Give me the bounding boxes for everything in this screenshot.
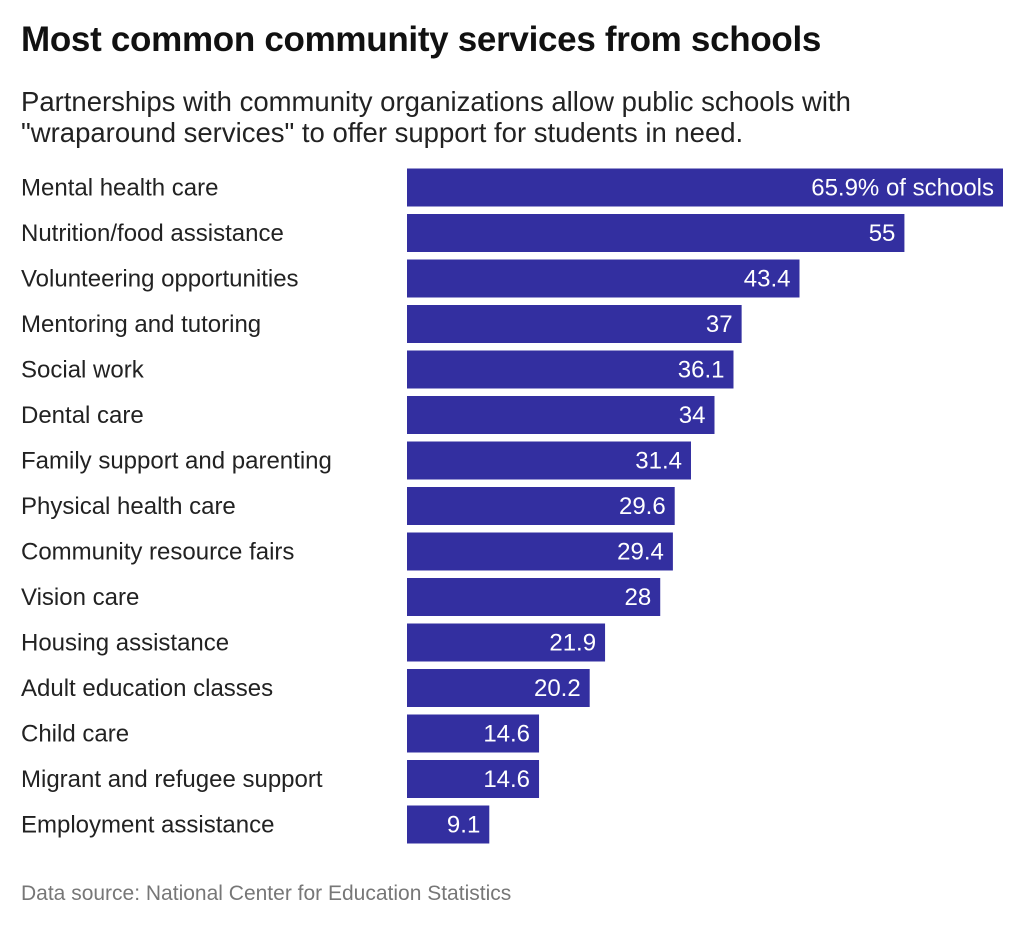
bar — [407, 669, 590, 707]
data-label: 37 — [706, 311, 733, 338]
data-label: 21.9 — [549, 630, 596, 657]
category-label: Physical health care — [21, 493, 236, 520]
data-label: 31.4 — [635, 448, 682, 475]
bar — [407, 396, 715, 434]
bar — [407, 214, 905, 252]
data-label: 9.1 — [447, 812, 480, 839]
data-label: 14.6 — [483, 766, 530, 793]
category-label: Child care — [21, 721, 129, 748]
category-label: Adult education classes — [21, 675, 273, 702]
bar — [407, 259, 800, 298]
data-label: 65.9% of schools — [811, 175, 994, 202]
category-label: Mental health care — [21, 175, 218, 202]
data-label: 28 — [625, 584, 652, 611]
chart-subtitle: Partnerships with community organization… — [21, 86, 851, 148]
bar — [407, 805, 490, 844]
category-label: Housing assistance — [21, 630, 229, 657]
bar — [407, 441, 691, 480]
data-label: 29.4 — [617, 539, 664, 566]
category-label: Volunteering opportunities — [21, 266, 299, 293]
data-label: 36.1 — [678, 357, 725, 384]
chart-title: Most common community services from scho… — [21, 20, 822, 59]
category-label: Nutrition/food assistance — [21, 220, 284, 247]
bar — [407, 623, 606, 662]
data-source: Data source: National Center for Educati… — [21, 882, 512, 905]
bar — [407, 578, 661, 616]
data-label: 29.6 — [619, 493, 666, 520]
data-label: 14.6 — [483, 721, 530, 748]
data-label: 34 — [679, 402, 706, 429]
bar — [407, 714, 540, 753]
data-label: 43.4 — [744, 266, 791, 293]
category-label: Employment assistance — [21, 812, 274, 839]
bar — [407, 532, 673, 571]
category-label: Vision care — [21, 584, 139, 611]
data-label: 20.2 — [534, 675, 581, 702]
bar — [407, 487, 675, 525]
bar — [407, 350, 734, 389]
category-label: Migrant and refugee support — [21, 766, 323, 793]
category-label: Social work — [21, 357, 145, 384]
bar — [407, 760, 540, 798]
bar — [407, 168, 1003, 207]
bar — [407, 305, 742, 343]
category-label: Community resource fairs — [21, 539, 294, 566]
category-label: Mentoring and tutoring — [21, 311, 261, 338]
category-label: Family support and parenting — [21, 448, 332, 475]
data-label: 55 — [869, 220, 896, 247]
category-label: Dental care — [21, 402, 144, 429]
